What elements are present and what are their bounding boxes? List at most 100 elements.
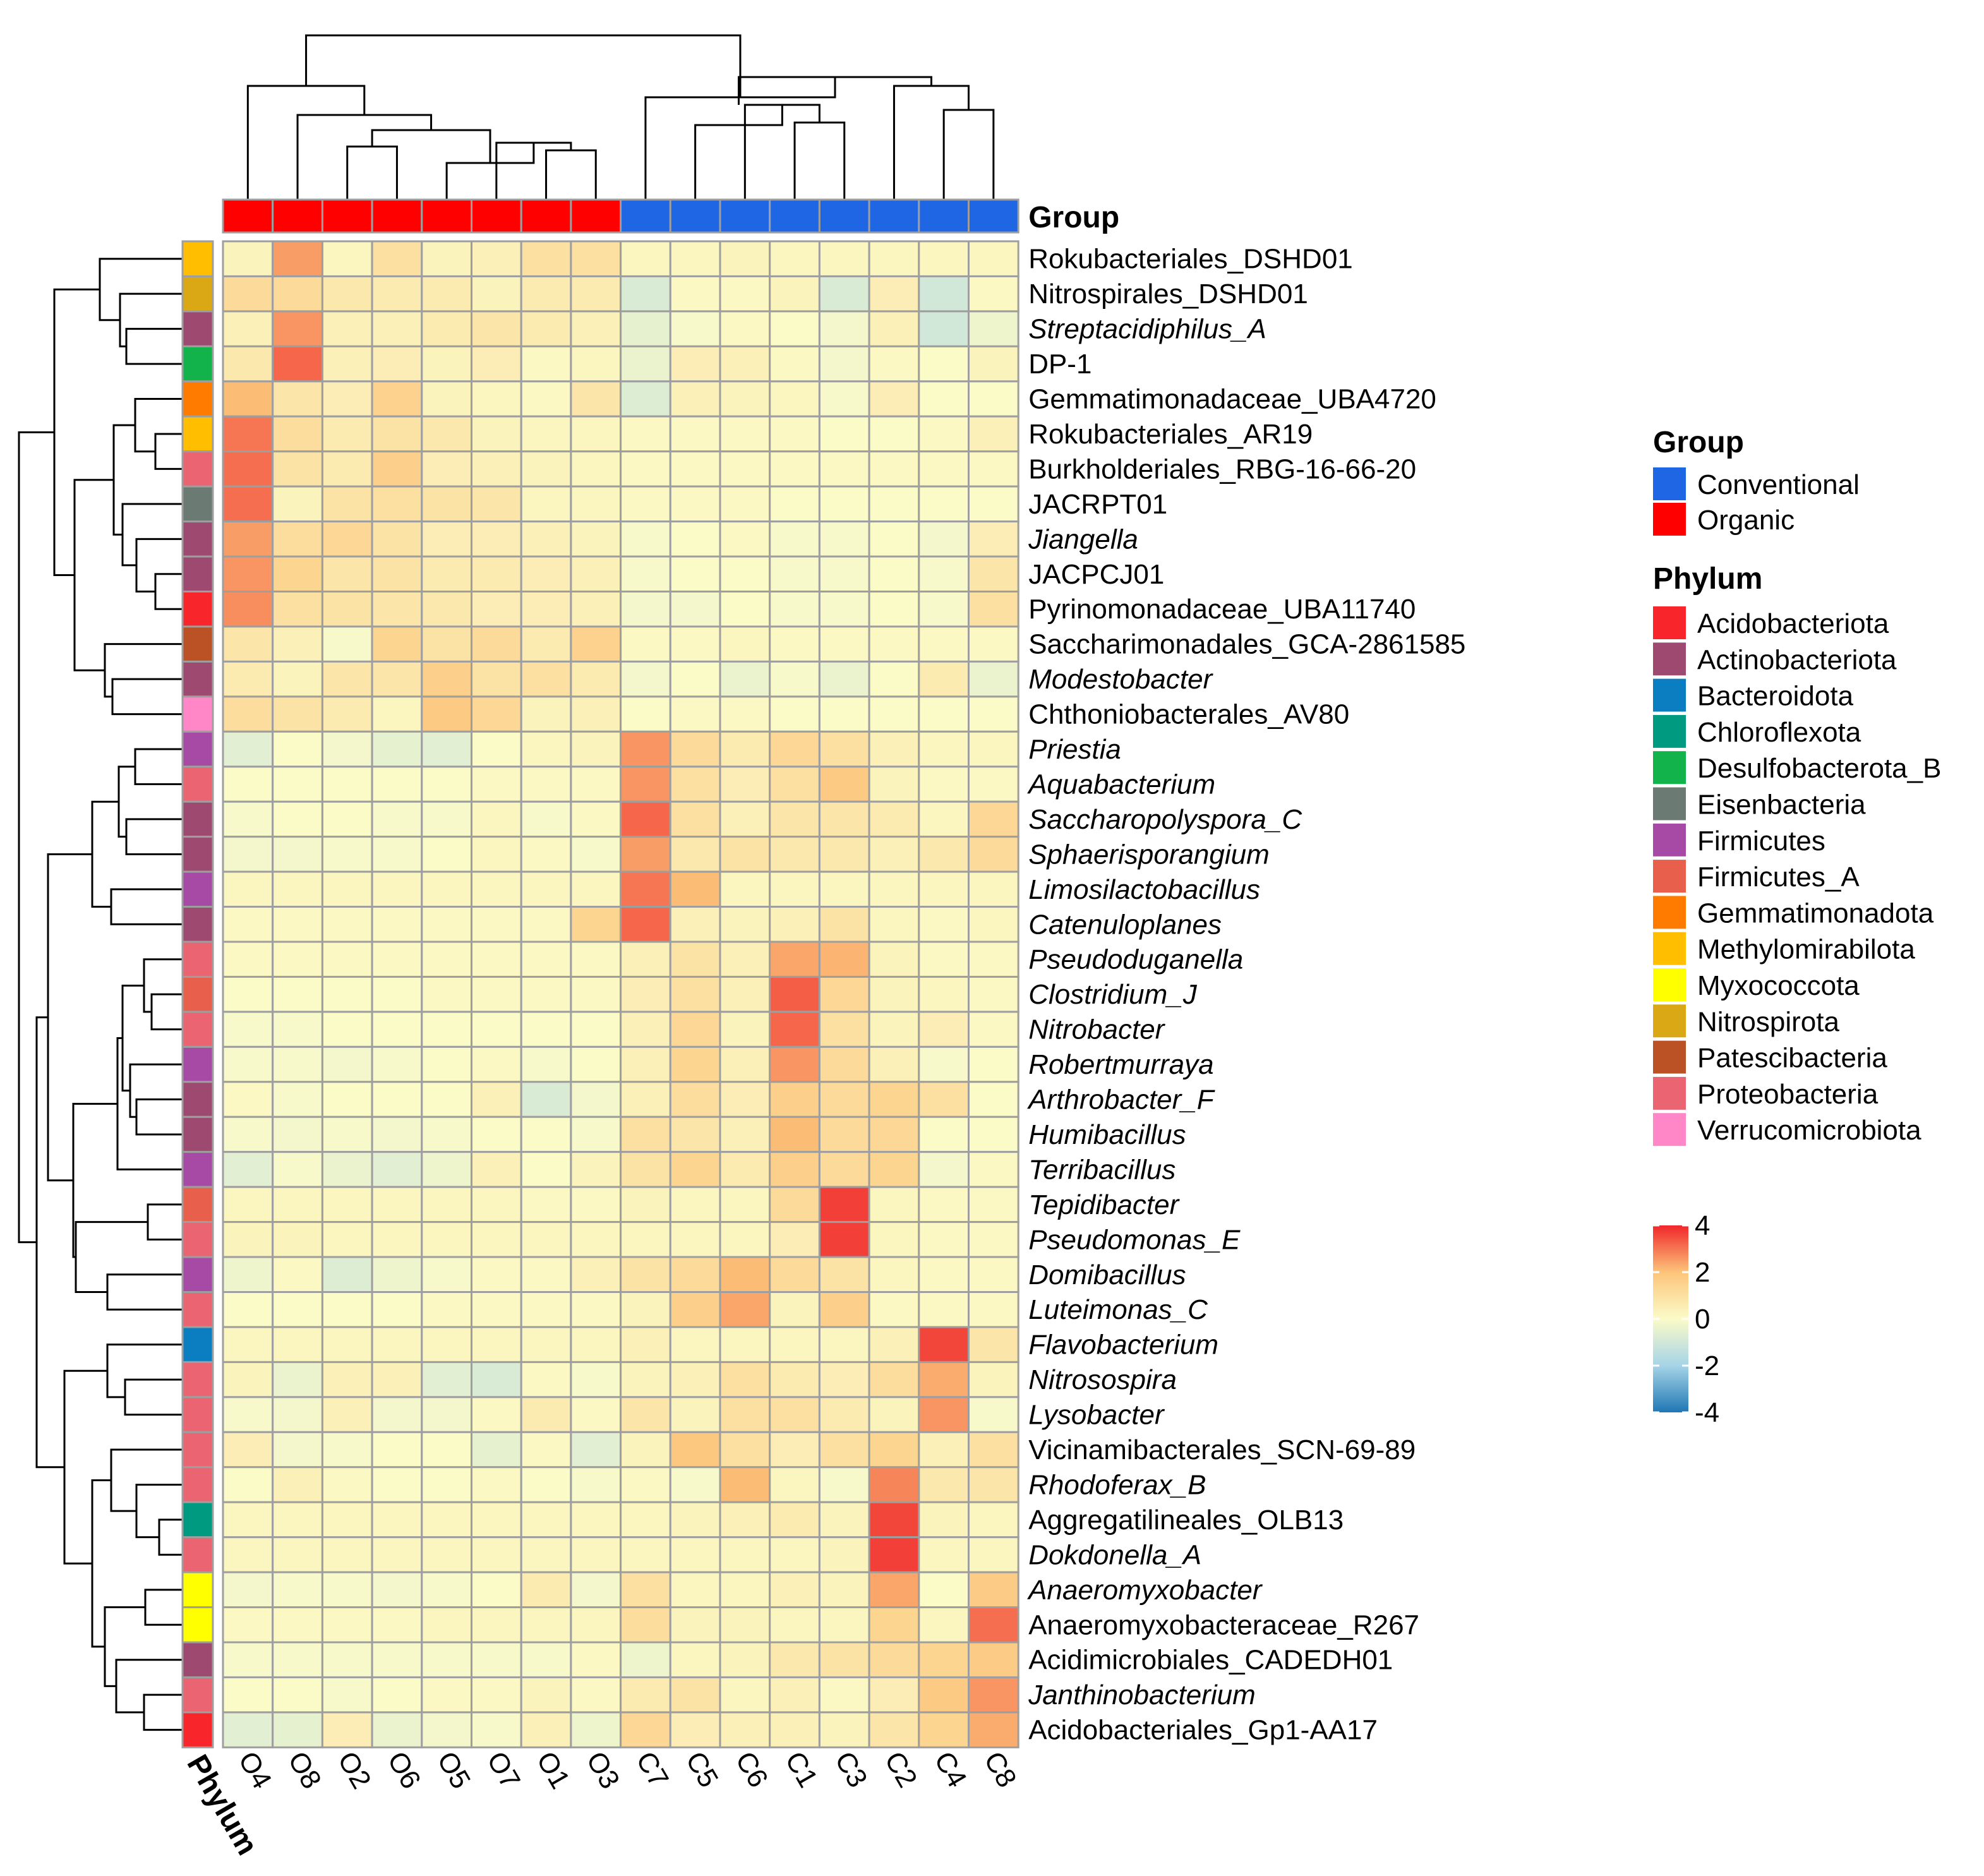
phylum-annotation-cell — [181, 1536, 214, 1573]
heatmap-cell — [520, 275, 572, 313]
heatmap-cell — [321, 345, 373, 383]
heatmap-cell — [719, 380, 771, 418]
heatmap-cell — [272, 1501, 323, 1539]
heatmap-cell — [818, 695, 870, 733]
heatmap-cell — [471, 1711, 522, 1748]
heatmap-cell — [719, 766, 771, 803]
dendrogram-link — [150, 993, 183, 1031]
heatmap-cell — [520, 1466, 572, 1503]
heatmap-cell — [818, 1291, 870, 1328]
heatmap-cell — [222, 1641, 274, 1678]
row-label: Clostridium_J — [1028, 979, 1198, 1010]
heatmap-cell — [669, 450, 721, 488]
heatmap-cell — [669, 1466, 721, 1503]
heatmap-cell — [570, 941, 622, 978]
dendrogram-link — [125, 328, 183, 365]
heatmap-cell — [620, 1571, 671, 1609]
heatmap-cell — [918, 730, 970, 768]
dendrogram-link — [147, 1203, 183, 1241]
heatmap-cell — [421, 1081, 472, 1118]
row-label: Pseudomonas_E — [1028, 1224, 1241, 1255]
heatmap-cell — [769, 1501, 821, 1539]
heatmap-cell — [570, 1011, 622, 1048]
heatmap-cell — [620, 1221, 671, 1258]
phylum-annotation-cell — [181, 1641, 214, 1678]
heatmap-cell — [868, 870, 920, 908]
phylum-annotation-cell — [181, 450, 214, 488]
dendrogram-link — [75, 1221, 148, 1293]
heatmap-cell — [421, 836, 472, 873]
heatmap-cell — [222, 345, 274, 383]
heatmap-cell — [371, 520, 423, 558]
heatmap-cell — [868, 591, 920, 628]
heatmap-cell — [272, 1641, 323, 1678]
heatmap-cell — [868, 485, 920, 523]
heatmap-cell — [570, 591, 622, 628]
heatmap-cell — [918, 941, 970, 978]
heatmap-cell — [669, 1291, 721, 1328]
heatmap-cell — [520, 1115, 572, 1153]
heatmap-cell — [968, 870, 1019, 908]
heatmap-cell — [918, 1641, 970, 1678]
group-annotation-cell — [918, 198, 970, 234]
heatmap-cell — [868, 1361, 920, 1398]
heatmap-cell — [421, 1256, 472, 1294]
dendrogram-link — [112, 424, 135, 536]
heatmap-cell — [321, 1466, 373, 1503]
heatmap-cell — [471, 1536, 522, 1573]
heatmap-cell — [570, 1536, 622, 1573]
heatmap-cell — [669, 800, 721, 838]
heatmap-cell — [968, 345, 1019, 383]
heatmap-cell — [520, 1676, 572, 1714]
heatmap-cell — [719, 1641, 771, 1678]
heatmap-cell — [371, 485, 423, 523]
heatmap-cell — [421, 520, 472, 558]
heatmap-cell — [719, 1501, 771, 1539]
phylum-legend-swatch — [1653, 968, 1686, 1001]
heatmap-cell — [719, 941, 771, 978]
heatmap-cell — [520, 520, 572, 558]
heatmap-cell — [719, 695, 771, 733]
heatmap-cell — [272, 591, 323, 628]
column-label: O8 — [282, 1747, 327, 1794]
heatmap-cell — [669, 695, 721, 733]
heatmap-cell — [222, 1571, 274, 1609]
heatmap-cell — [918, 520, 970, 558]
heatmap-cell — [868, 1081, 920, 1118]
heatmap-cell — [471, 906, 522, 943]
heatmap-cell — [570, 555, 622, 592]
heatmap-cell — [570, 415, 622, 453]
heatmap-cell — [669, 1396, 721, 1433]
row-label: Terribacillus — [1028, 1154, 1175, 1185]
heatmap-cell — [222, 1396, 274, 1433]
group-annotation-cell — [371, 198, 423, 234]
heatmap-cell — [719, 345, 771, 383]
heatmap-cell — [421, 975, 472, 1013]
heatmap-cell — [421, 1606, 472, 1644]
heatmap-cell — [272, 1045, 323, 1083]
heatmap-cell — [371, 975, 423, 1013]
heatmap-cell — [421, 1151, 472, 1188]
heatmap-cell — [520, 941, 572, 978]
group-annotation-cell — [321, 198, 373, 234]
row-label: Burkholderiales_RBG-16-66-20 — [1028, 454, 1416, 484]
heatmap-cell — [818, 1676, 870, 1714]
heatmap-cell — [272, 625, 323, 663]
heatmap-cell — [321, 1361, 373, 1398]
heatmap-cell — [769, 870, 821, 908]
heatmap-cell — [321, 275, 373, 313]
heatmap-cell — [570, 1081, 622, 1118]
heatmap-cell — [719, 975, 771, 1013]
heatmap-cell — [769, 1045, 821, 1083]
phylum-annotation-cell — [181, 1151, 214, 1188]
heatmap-cell — [719, 1291, 771, 1328]
heatmap-cell — [918, 1291, 970, 1328]
heatmap-cell — [471, 870, 522, 908]
row-label: Saccharopolyspora_C — [1028, 804, 1302, 835]
heatmap-cell — [371, 1151, 423, 1188]
heatmap-cell — [868, 555, 920, 592]
heatmap-cell — [520, 591, 572, 628]
heatmap-cell — [769, 1396, 821, 1433]
phylum-annotation-cell — [181, 520, 214, 558]
heatmap-cell — [222, 870, 274, 908]
